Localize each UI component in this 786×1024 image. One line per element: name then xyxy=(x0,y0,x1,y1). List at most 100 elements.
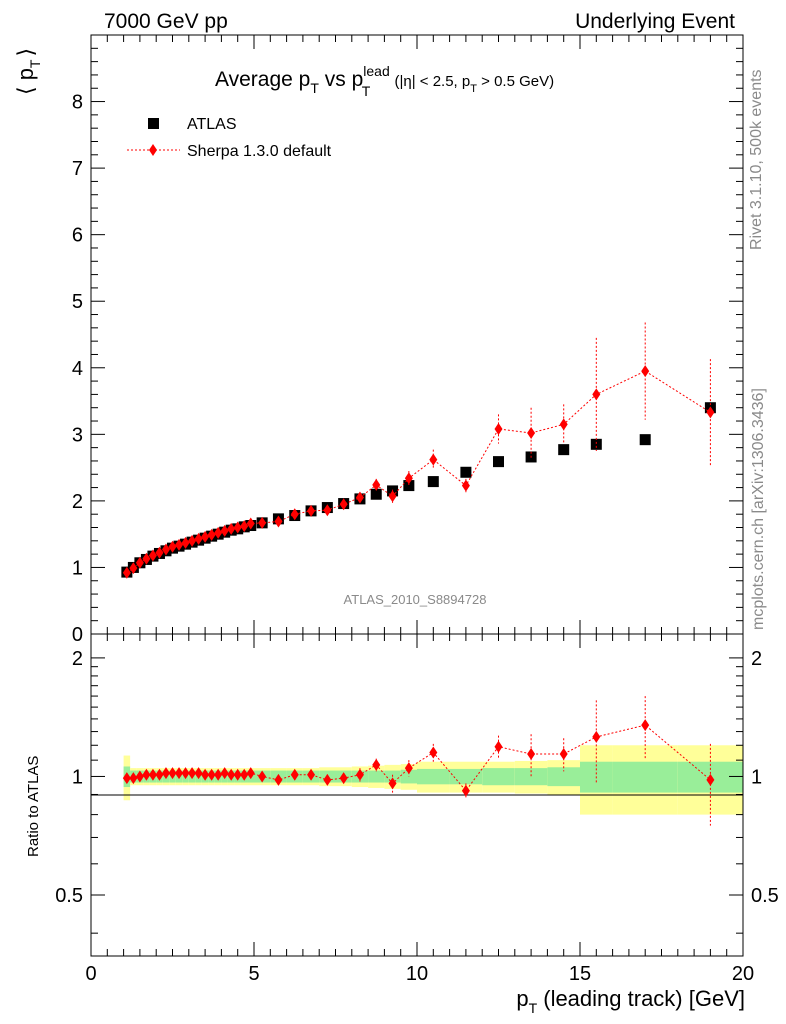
ratio-axis-label: Ratio to ATLAS xyxy=(25,756,42,857)
x-tick-label: 10 xyxy=(406,963,428,985)
sherpa-point xyxy=(220,524,229,537)
mcplots-label: mcplots.cern.ch [arXiv:1306.3436] xyxy=(750,388,767,630)
sherpa-point xyxy=(290,508,299,521)
sherpa-point xyxy=(258,516,267,529)
ratio-band-stat xyxy=(514,768,548,786)
sherpa-ratio-point xyxy=(404,762,413,775)
main-y-tick-label: 5 xyxy=(72,291,83,313)
sherpa-ratio-point xyxy=(355,768,364,781)
sherpa-ratio-point xyxy=(461,784,470,797)
ratio-band-stat xyxy=(400,769,417,784)
ratio-band-stat xyxy=(417,768,450,785)
sherpa-ratio-point xyxy=(129,772,138,785)
sherpa-point xyxy=(307,504,316,517)
sherpa-ratio-point xyxy=(388,777,397,790)
ratio-y-tick-label-left: 0.5 xyxy=(55,885,83,907)
sherpa-point xyxy=(246,517,255,530)
y-axis-label-close: ⟩ xyxy=(13,48,38,57)
ratio-band-stat xyxy=(612,761,678,793)
main-y-tick-label: 4 xyxy=(72,358,83,380)
sherpa-point xyxy=(527,427,536,440)
main-axes: 0 1 2 3 4 5 6 7 8 xyxy=(72,35,744,646)
x-tick-label: 5 xyxy=(248,963,259,985)
sherpa-ratio-point xyxy=(429,746,438,759)
plot-title: Average pT vs plead T (|η| < 2.5, pT > 0.… xyxy=(215,63,554,99)
sherpa-ratio-point xyxy=(161,767,170,780)
sherpa-ratio-point xyxy=(122,772,131,785)
sherpa-ratio-point xyxy=(592,730,601,743)
ratio-y-tick-label-right: 1 xyxy=(751,766,762,788)
sherpa-point xyxy=(148,549,157,562)
title-cut-sub: T xyxy=(470,83,477,95)
ratio-y-tick-label-right: 0.5 xyxy=(751,885,779,907)
sherpa-ratio-point xyxy=(307,768,316,781)
sherpa-ratio-point xyxy=(201,768,210,781)
atlas-point xyxy=(370,488,382,500)
sherpa-point xyxy=(122,566,131,579)
sherpa-ratio-point xyxy=(168,767,177,780)
ratio-band-stat xyxy=(368,770,385,783)
ratio-y-tick-label-left: 1 xyxy=(72,766,83,788)
title-sub-a: T xyxy=(310,80,319,96)
sherpa-ratio-point xyxy=(233,768,242,781)
main-y-tick-label: 1 xyxy=(72,557,83,579)
main-y-tick-label: 8 xyxy=(72,92,83,114)
sherpa-point xyxy=(135,556,144,569)
title-part-b: vs p xyxy=(319,68,363,91)
y-axis-label-open: ⟨ p xyxy=(13,68,38,95)
sherpa-line xyxy=(126,370,711,574)
sherpa-ratio-point xyxy=(220,767,229,780)
main-y-tick-label: 2 xyxy=(72,491,83,513)
ratio-band-stat xyxy=(547,767,580,787)
sherpa-ratio-point xyxy=(181,767,190,780)
atlas-point xyxy=(460,466,472,478)
sherpa-ratio-point xyxy=(155,768,164,781)
sherpa-point xyxy=(168,540,177,553)
sherpa-point xyxy=(559,418,568,431)
sherpa-ratio-point xyxy=(290,768,299,781)
sherpa-point xyxy=(194,532,203,545)
sherpa-point xyxy=(240,520,249,533)
sherpa-ratio-point xyxy=(207,768,216,781)
sherpa-ratio-point xyxy=(372,758,381,771)
sherpa-point xyxy=(181,536,190,549)
sherpa-point xyxy=(142,552,151,565)
sherpa-point xyxy=(372,478,381,491)
ratio-y-tick-label-left: 2 xyxy=(72,648,83,670)
sherpa-point xyxy=(201,530,210,543)
sherpa-ratio-point xyxy=(494,740,503,753)
ratio-axes: 0.5 0.5 1 1 2 2 xyxy=(55,634,779,956)
atlas-point xyxy=(427,476,439,488)
sherpa-point xyxy=(339,498,348,511)
legend-sherpa-marker xyxy=(149,144,157,156)
sherpa-point xyxy=(214,526,223,539)
sherpa-point xyxy=(592,388,601,401)
main-y-tick-label: 0 xyxy=(72,624,83,646)
sherpa-ratio-point xyxy=(240,768,249,781)
sherpa-ratio-point xyxy=(323,773,332,786)
ratio-frame xyxy=(90,633,744,957)
title-cut-a: (|η| < 2.5, p xyxy=(390,73,470,90)
title-part-a: Average p xyxy=(215,68,310,91)
atlas-point xyxy=(639,434,651,446)
sherpa-ratio-point xyxy=(142,768,151,781)
main-y-tick-label: 7 xyxy=(72,158,83,180)
header-right: Underlying Event xyxy=(575,10,735,33)
sherpa-ratio-point xyxy=(339,772,348,785)
title-sub-b: T xyxy=(362,83,371,99)
sherpa-point xyxy=(641,365,650,378)
sherpa-point xyxy=(494,423,503,436)
sherpa-point xyxy=(429,453,438,466)
sherpa-ratio-point xyxy=(641,719,650,732)
legend-sherpa-label: Sherpa 1.3.0 default xyxy=(187,143,332,160)
legend: ATLAS Sherpa 1.3.0 default xyxy=(127,116,332,160)
y-axis-label-sub: T xyxy=(27,59,43,68)
ratio-marks xyxy=(122,696,715,826)
rivet-label: Rivet 3.1.10, 500k events xyxy=(748,69,765,250)
ratio-y-tick-label-right: 2 xyxy=(751,648,762,670)
sherpa-point xyxy=(175,538,184,551)
atlas-point xyxy=(558,444,570,456)
atlas-point xyxy=(493,456,504,468)
sherpa-ratio-point xyxy=(706,773,715,786)
